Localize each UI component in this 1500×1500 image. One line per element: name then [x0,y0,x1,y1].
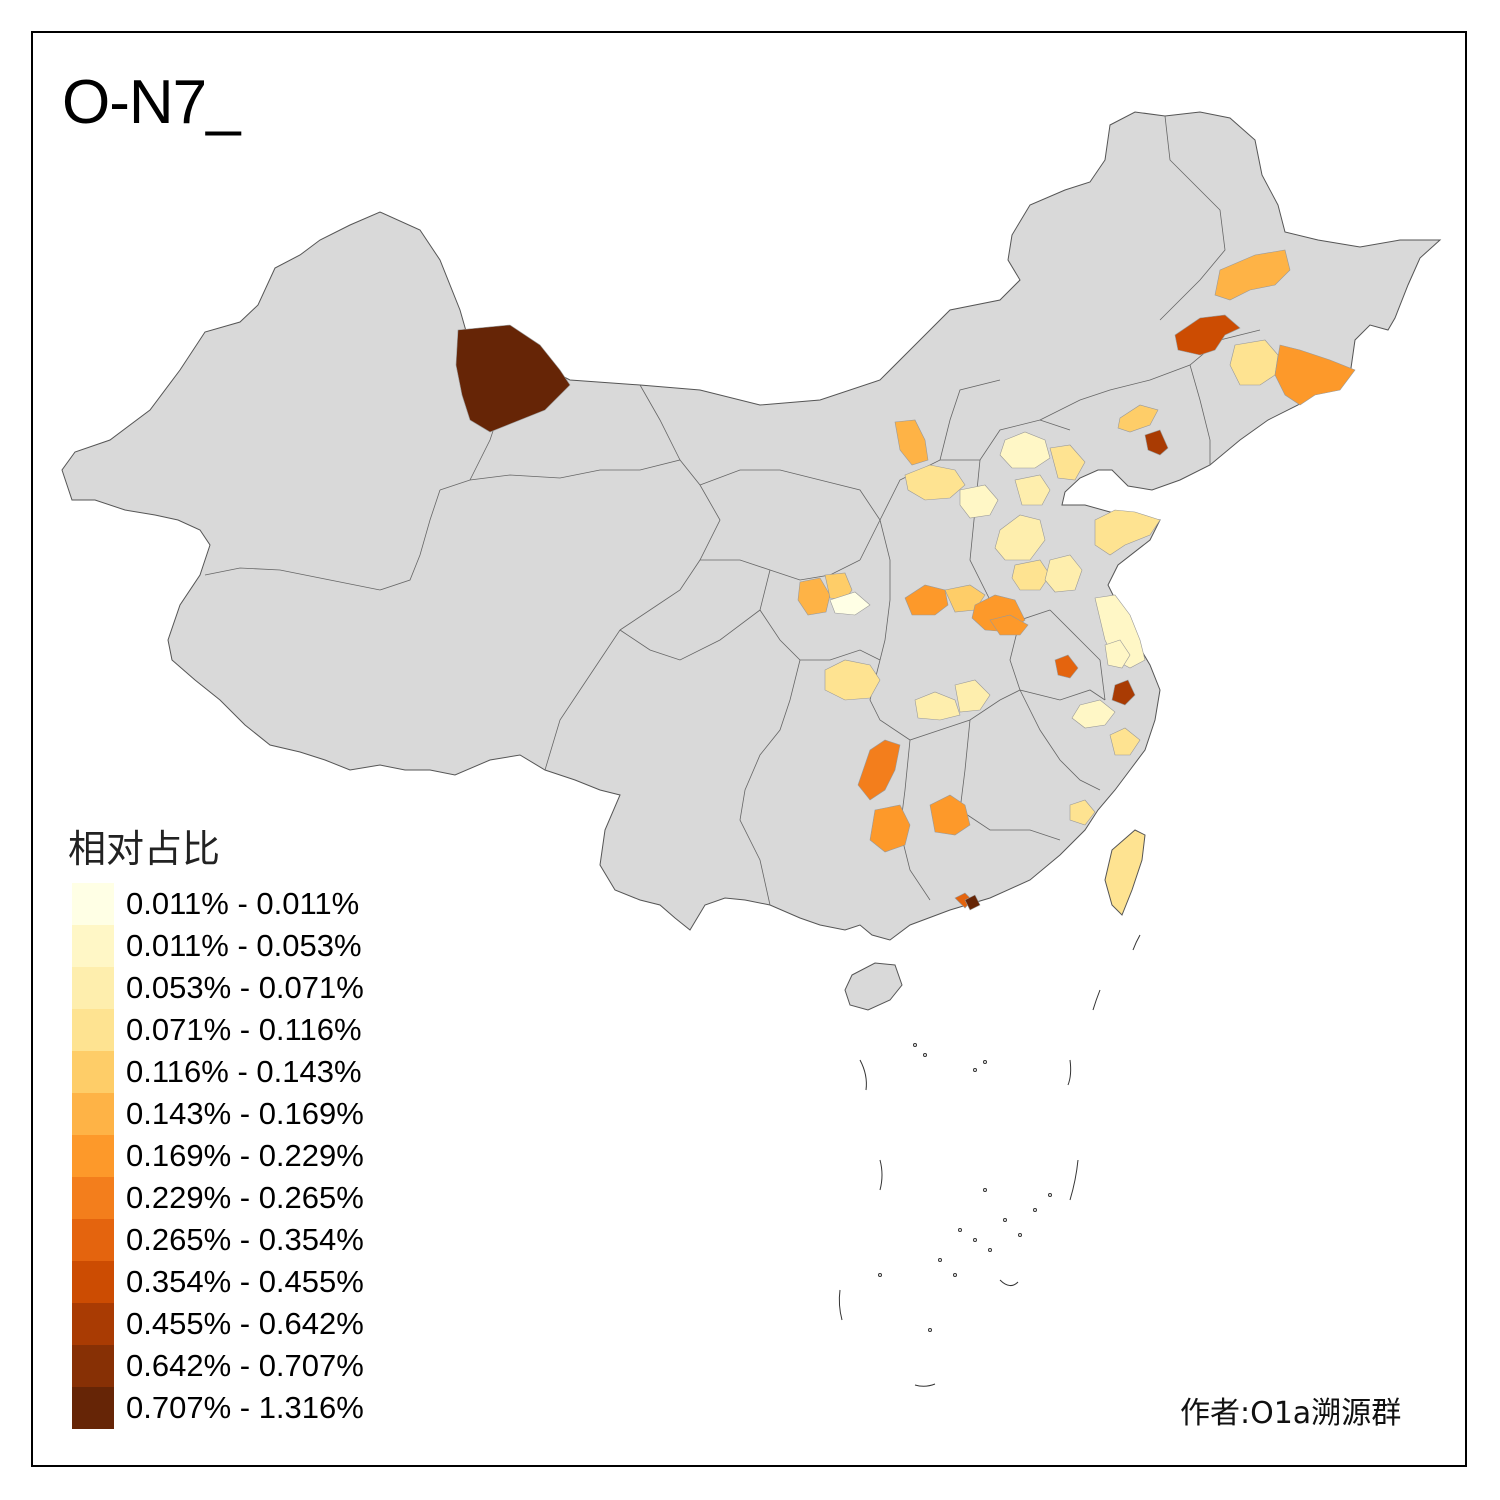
legend-label: 0.354% - 0.455% [126,1264,364,1299]
china-outline [61,111,1442,941]
region-zhejiang-south [1109,727,1141,756]
region-heilongjiang-north [1214,249,1291,301]
legend-label: 0.642% - 0.707% [126,1348,364,1383]
map-title: O-N7_ [62,68,241,137]
legend-swatch [72,925,114,967]
region-hebei-central [1014,474,1051,506]
region-zhejiang-north [1071,699,1116,729]
region-henan-south [989,614,1029,636]
legend-swatch [72,883,114,925]
taiwan-outline [1104,829,1146,916]
region-anhui-hefei [1054,654,1079,679]
legend-label: 0.053% - 0.071% [126,970,364,1005]
author-credit: 作者:O1a溯源群 [1180,1396,1402,1431]
region-hubei-south [914,691,961,721]
legend-label: 0.169% - 0.229% [126,1138,364,1173]
region-liaoning-west [1117,404,1159,433]
region-altay [455,324,571,433]
hainan-outline [844,962,903,1011]
region-shenzhen [964,894,981,911]
region-shandong-east [1094,509,1161,556]
region-shandong-south [1044,554,1083,593]
legend-swatch [72,1177,114,1219]
legend-label: 0.116% - 0.143% [126,1054,362,1089]
region-harbin-west [1174,314,1241,356]
region-inner-mongolia-baotou [904,464,966,501]
legend-swatch [72,967,114,1009]
region-guizhou-qiandongnan [869,804,911,853]
legend-swatch [72,1303,114,1345]
region-hubei-east [954,679,991,713]
legend-swatch [72,1135,114,1177]
region-shanxi-north [959,484,999,519]
legend-label: 0.143% - 0.169% [126,1096,364,1131]
legend-label: 0.707% - 1.316% [126,1390,364,1425]
shaded-regions [455,249,1356,911]
region-shandong-west [1011,559,1051,591]
region-hebei-north [999,431,1051,469]
legend-swatch [72,1345,114,1387]
legend-label: 0.011% - 0.011% [126,886,360,921]
region-hunan-southwest [929,794,971,836]
region-shaanxi-hanzhong [797,577,831,616]
region-inner-mongolia-hohhot [894,419,929,466]
legend-swatch [72,1009,114,1051]
region-shanghai [1111,679,1136,706]
region-guizhou-zunyi [857,739,901,801]
region-sichuan-east [824,659,881,701]
region-jiangsu-central [1104,639,1131,669]
legend-label: 0.229% - 0.265% [126,1180,364,1215]
legend-swatch [72,1219,114,1261]
region-tangshan [1049,444,1086,481]
legend-label: 0.071% - 0.116% [126,1012,362,1047]
legend-label: 0.011% - 0.053% [126,928,362,963]
province-boundaries [204,115,1261,906]
region-shaanxi-shangluo [829,591,871,616]
south-sea-islands [838,934,1141,1387]
region-fujian-coast [1069,799,1096,826]
legend-swatch [72,1051,114,1093]
legend-swatch [72,1387,114,1429]
region-hebei-south [994,514,1046,561]
legend-label: 0.455% - 0.642% [126,1306,364,1341]
legend-swatch [72,1093,114,1135]
legend-label: 0.265% - 0.354% [126,1222,364,1257]
region-henan-west [904,584,949,616]
region-jilin-central [1229,339,1279,386]
legend-title: 相对占比 [68,827,221,871]
region-dalian [1144,429,1169,456]
region-yanbian [1274,344,1356,406]
legend-swatch [72,1261,114,1303]
